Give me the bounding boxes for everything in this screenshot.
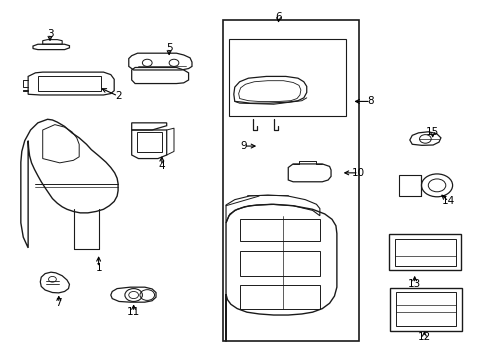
Bar [389, 288, 461, 331]
Text: 9: 9 [240, 141, 246, 151]
Text: 4: 4 [158, 161, 165, 171]
Text: 10: 10 [351, 168, 365, 178]
Bar [38, 76, 101, 91]
Bar [394, 239, 455, 266]
Text: 7: 7 [55, 298, 62, 308]
Text: 15: 15 [425, 127, 438, 137]
Bar [228, 39, 345, 116]
Bar [136, 132, 162, 152]
Bar [239, 251, 319, 276]
Text: 12: 12 [417, 332, 430, 342]
Bar [395, 292, 456, 327]
Text: 1: 1 [95, 262, 102, 273]
Text: 6: 6 [275, 13, 281, 22]
Text: 14: 14 [441, 197, 454, 206]
Text: 3: 3 [46, 28, 53, 39]
Text: 2: 2 [115, 91, 121, 101]
Bar [239, 219, 319, 241]
Text: 13: 13 [407, 279, 421, 289]
Bar [222, 20, 358, 342]
Text: 11: 11 [127, 307, 140, 317]
Bar [388, 234, 460, 270]
Bar [398, 175, 420, 196]
Text: 5: 5 [165, 43, 172, 53]
Text: 8: 8 [367, 96, 373, 107]
Bar [239, 285, 319, 309]
